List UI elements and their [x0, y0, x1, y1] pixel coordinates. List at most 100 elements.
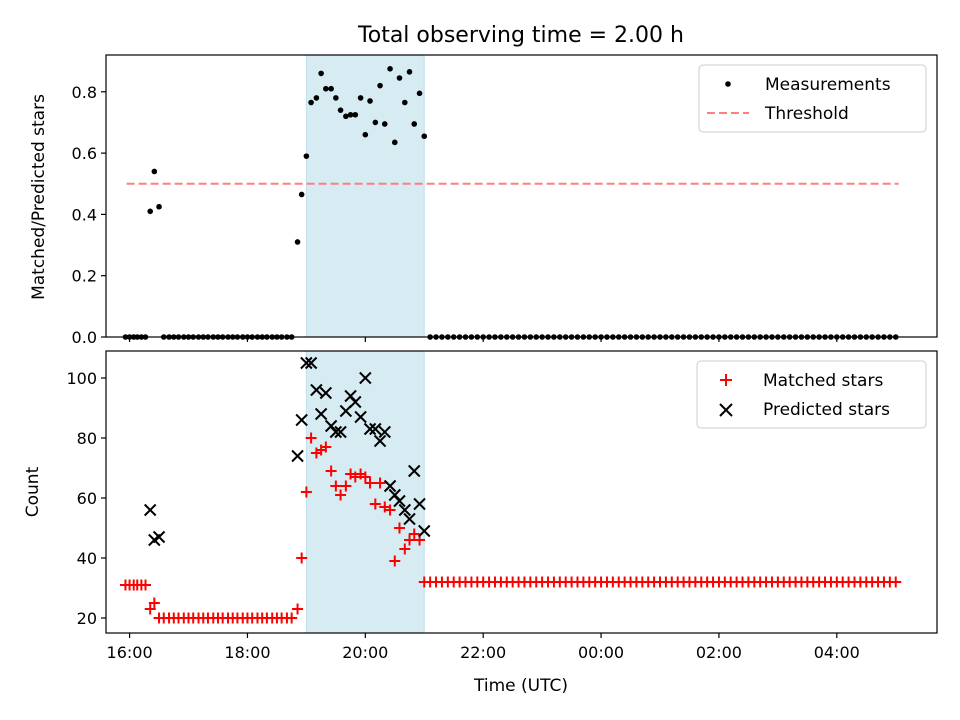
measurement-point: [333, 95, 339, 101]
measurement-point: [391, 139, 398, 146]
x-tick-label: 20:00: [342, 643, 388, 662]
predicted-star-stroke: [295, 413, 308, 427]
chart-title: Total observing time = 2.00 h: [357, 23, 684, 48]
legend-predicted-label: Predicted stars: [763, 400, 890, 420]
top-legend-box: [698, 64, 927, 133]
matched-star-point: [389, 555, 401, 567]
y-tick-label: 0.4: [72, 205, 97, 224]
matched-star-point: [139, 579, 151, 591]
measurement-point: [298, 191, 305, 198]
bottom-y-ticks: 20 40 60 80 100: [66, 369, 106, 628]
predicted-star-stroke: [418, 524, 431, 538]
top-y-ticks: 0.0 0.2 0.4 0.6 0.8: [72, 83, 106, 347]
matched-star-point: [292, 603, 304, 615]
measurement-point: [294, 239, 301, 245]
matched-star-point: [296, 552, 308, 564]
measurement-point: [396, 75, 403, 81]
measurement-point: [337, 107, 344, 113]
measurement-point: [372, 119, 379, 126]
matched-star-point: [408, 528, 420, 540]
measurement-point: [387, 65, 393, 72]
predicted-star-stroke: [378, 425, 391, 439]
matched-star-point: [330, 480, 342, 492]
observing-window-span: [305, 350, 425, 634]
measurement-point: [147, 208, 154, 215]
legend-threshold-label: Threshold: [764, 104, 849, 124]
measurement-point: [343, 113, 349, 120]
x-tick-label: 18:00: [224, 643, 270, 662]
predicted-star-point: [295, 413, 308, 427]
predicted-star-point: [418, 524, 431, 538]
x-tick-label: 02:00: [696, 643, 742, 662]
x-tick-label: 00:00: [578, 643, 624, 662]
y-tick-label: 20: [77, 609, 97, 628]
predicted-star-stroke: [383, 479, 397, 493]
legend-predicted-marker: [719, 403, 733, 417]
matched-star-point: [300, 486, 312, 498]
predicted-star-point: [383, 479, 397, 493]
top-shaded-span: [305, 54, 425, 338]
y-tick-label: 0.0: [72, 328, 97, 347]
measurement-point: [308, 99, 314, 106]
legend-matched-label: Matched stars: [763, 371, 883, 391]
predicted-star-point: [334, 425, 347, 439]
matched-star-point: [148, 597, 160, 609]
predicted-star-stroke: [413, 497, 426, 511]
bottom-data-layer: [119, 356, 902, 624]
predicted-star-point: [398, 503, 412, 517]
measurement-point: [367, 98, 373, 104]
predicted-star-point: [143, 503, 157, 517]
predicted-star-stroke: [334, 425, 347, 439]
measurement-point: [421, 133, 428, 140]
measurement-point: [313, 95, 320, 101]
predicted-star-point: [304, 356, 318, 370]
matched-star-point: [144, 603, 156, 615]
matched-star-point: [890, 576, 902, 588]
bottom-x-ticks: 16:00 18:00 20:00 22:00 00:00 02:00 04:00: [107, 633, 860, 662]
measurement-point: [357, 95, 364, 101]
measurement-point: [323, 85, 329, 92]
predicted-star-stroke: [339, 404, 353, 418]
measurement-point: [406, 69, 413, 75]
measurement-point: [402, 99, 408, 106]
predicted-star-stroke: [408, 464, 421, 478]
matched-star-point: [335, 489, 347, 501]
matched-star-point: [305, 432, 317, 444]
matched-star-point: [399, 543, 411, 555]
predicted-star-stroke: [304, 356, 318, 370]
predicted-star-stroke: [319, 386, 333, 400]
observing-window-span: [305, 54, 425, 338]
predicted-star-point: [359, 371, 372, 385]
predicted-star-point: [378, 425, 391, 439]
bottom-y-axis-label: Count: [23, 466, 43, 517]
predicted-star-point: [373, 434, 387, 448]
matched-star-point: [369, 498, 381, 510]
matched-star-point: [320, 441, 332, 453]
predicted-star-point: [329, 425, 343, 439]
top-panel: 0.00.20.40.60.8 Matched/Predicted stars …: [29, 54, 938, 347]
bottom-axes-frame: [105, 350, 938, 634]
predicted-star-stroke: [373, 434, 387, 448]
matched-star-point: [340, 480, 352, 492]
bottom-legend: Matched stars Predicted stars: [696, 360, 927, 429]
matched-star-point: [359, 471, 371, 483]
predicted-star-point: [339, 404, 353, 418]
predicted-star-stroke: [291, 449, 304, 463]
y-tick-label: 0.2: [72, 267, 97, 286]
matched-star-point: [374, 477, 386, 489]
y-tick-label: 60: [77, 489, 97, 508]
predicted-star-stroke: [310, 383, 323, 397]
measurement-point: [151, 168, 158, 175]
predicted-star-point: [300, 356, 313, 370]
measurement-point: [411, 121, 418, 127]
y-tick-label: 100: [66, 369, 97, 388]
predicted-star-point: [319, 386, 333, 400]
predicted-star-stroke: [349, 395, 362, 409]
predicted-star-point: [349, 395, 362, 409]
measurement-point: [377, 82, 383, 89]
predicted-star-stroke: [329, 425, 343, 439]
bottom-panel: 20 40 60 80 100 16:00 18:00 20:00 22:00 00:00 02:…: [23, 350, 938, 696]
top-x-ticks: [128, 337, 838, 342]
legend-measurements-label: Measurements: [765, 75, 891, 95]
